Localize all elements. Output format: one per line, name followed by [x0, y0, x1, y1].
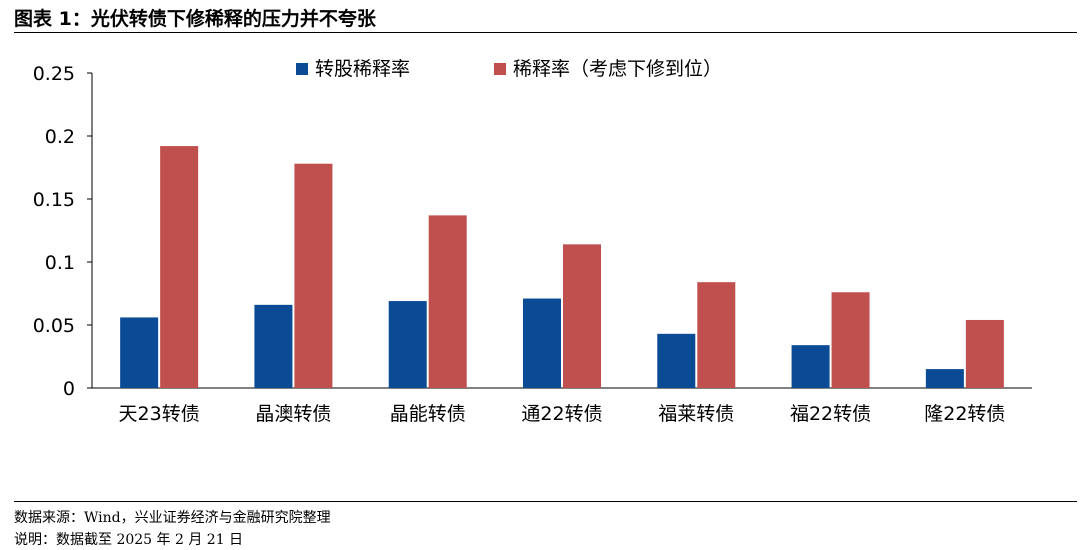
bar-conversion-dilution	[925, 369, 964, 388]
bar-chart: 0 0.05 0.1 0.15 0.2 0.25 天23转债 晶澳转债 晶能转债 通22转债 福莱…	[33, 58, 1032, 425]
legend: 转股稀释率 稀释率（考虑下修到位）	[296, 58, 722, 80]
bar-dilution-after-reset	[160, 146, 199, 388]
figure-title: 图表 1：光伏转债下修稀释的压力并不夸张	[14, 8, 376, 30]
header-rule	[14, 32, 1077, 33]
bar-dilution-after-reset	[965, 319, 1004, 388]
x-tick-label: 通22转债	[521, 403, 602, 425]
x-axis: 天23转债 晶澳转债 晶能转债 通22转债 福莱转债 福22转债 隆22转债	[92, 387, 1032, 425]
y-axis: 0 0.05 0.1 0.15 0.2 0.25	[33, 63, 93, 400]
legend-swatch	[494, 63, 506, 75]
bar-conversion-dilution	[657, 333, 696, 388]
legend-label: 稀释率（考虑下修到位）	[513, 58, 722, 80]
x-tick-label: 隆22转债	[924, 403, 1005, 425]
footer-rule	[14, 501, 1077, 502]
bar-dilution-after-reset	[697, 282, 736, 388]
x-tick-label: 晶能转债	[390, 403, 466, 425]
y-tick-label: 0	[63, 378, 75, 400]
bars	[120, 146, 1004, 388]
x-tick-label: 天23转债	[119, 403, 200, 425]
y-tick-label: 0.25	[33, 63, 75, 85]
bar-conversion-dilution	[254, 304, 293, 388]
bar-dilution-after-reset	[563, 244, 601, 388]
x-tick-label: 福22转债	[790, 403, 871, 425]
bar-conversion-dilution	[791, 345, 830, 388]
x-tick-label: 晶澳转债	[255, 403, 331, 425]
bar-conversion-dilution	[523, 298, 561, 388]
bar-dilution-after-reset	[831, 292, 870, 388]
bar-conversion-dilution	[388, 301, 427, 388]
y-tick-label: 0.15	[33, 189, 75, 211]
legend-label: 转股稀释率	[315, 58, 410, 80]
bar-conversion-dilution	[120, 317, 159, 388]
y-tick-label: 0.2	[45, 126, 75, 148]
x-tick-label: 福莱转债	[658, 403, 734, 425]
y-tick-label: 0.05	[33, 315, 75, 337]
source-note: 数据来源：Wind，兴业证券经济与金融研究院整理	[14, 510, 331, 526]
bar-dilution-after-reset	[294, 163, 333, 388]
y-tick-label: 0.1	[45, 252, 75, 274]
bar-dilution-after-reset	[428, 215, 467, 388]
legend-swatch	[296, 63, 308, 75]
date-note: 说明：数据截至 2025 年 2 月 21 日	[14, 532, 244, 548]
